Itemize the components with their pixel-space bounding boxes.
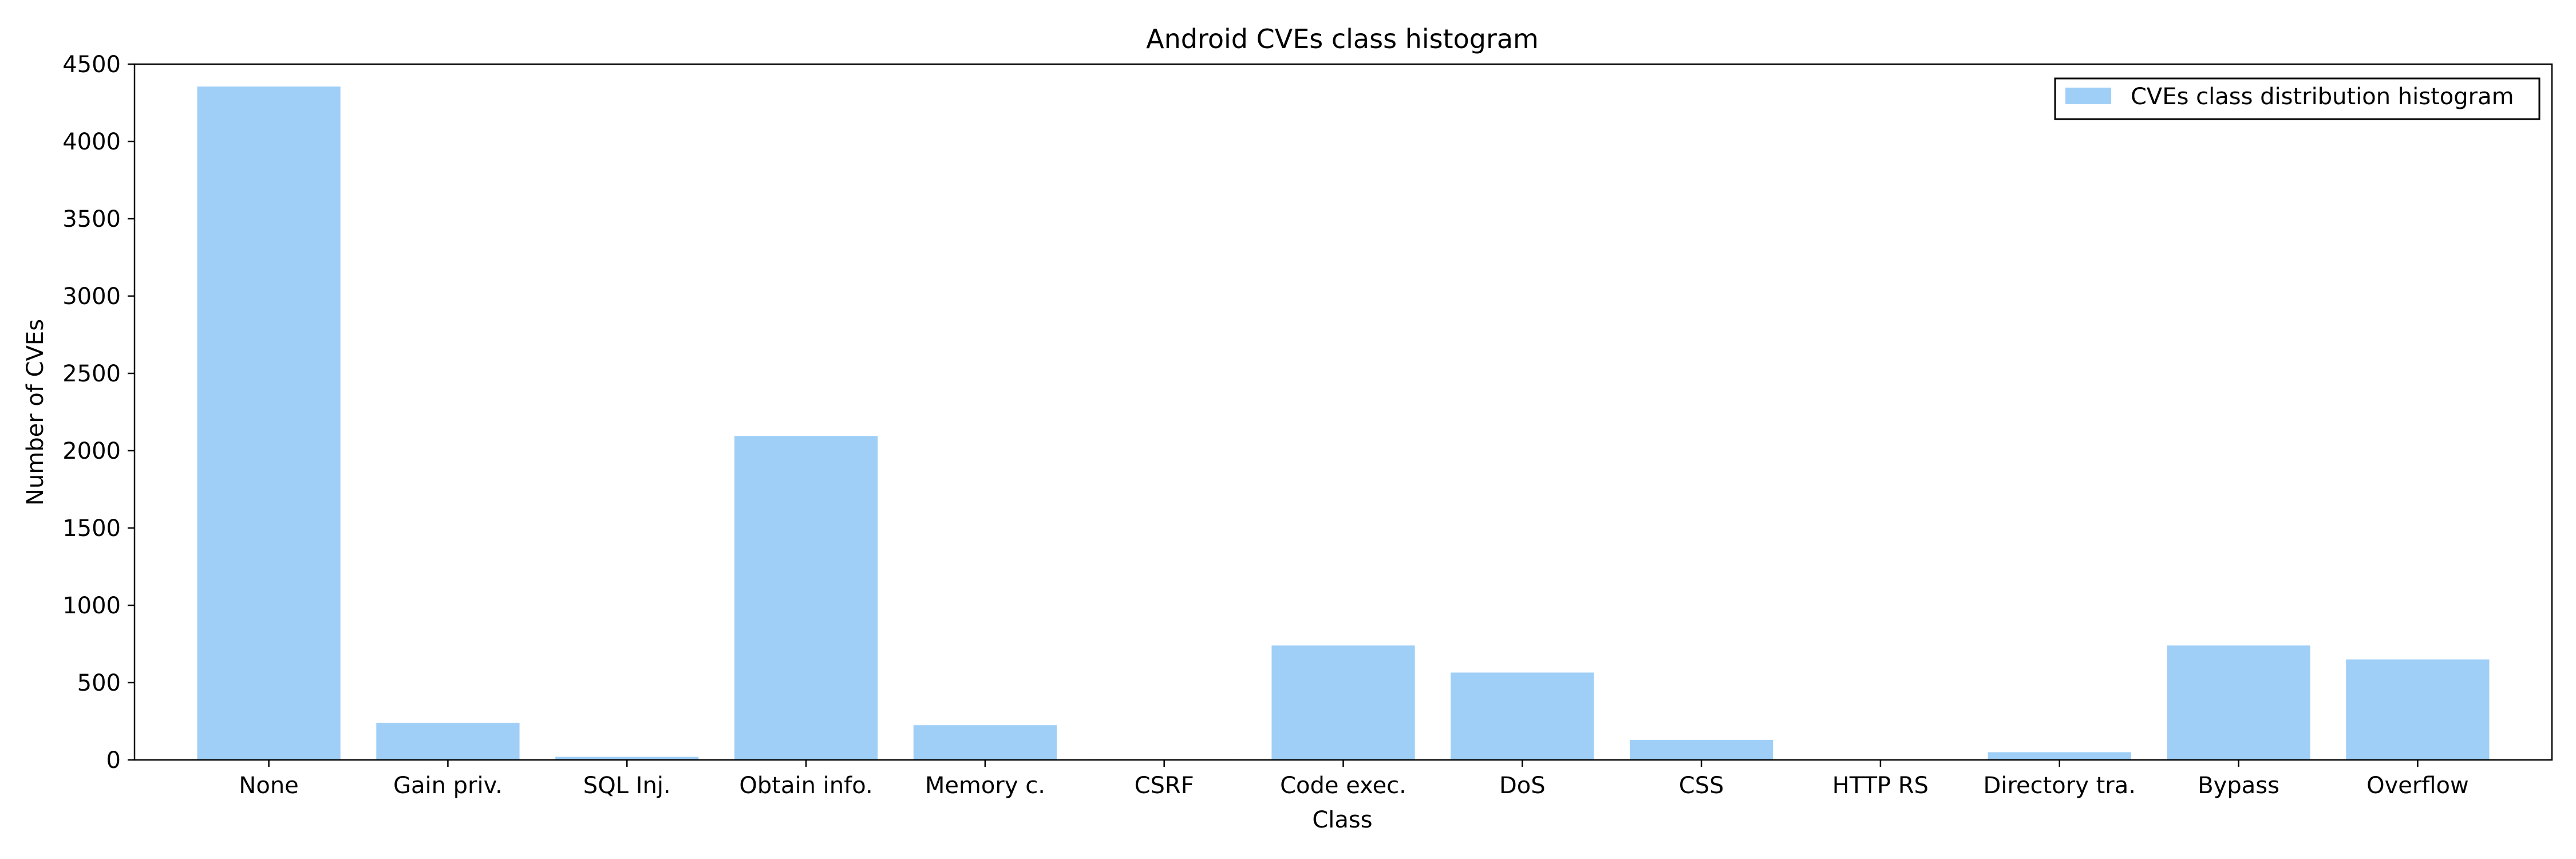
x-tick-label: None xyxy=(239,773,298,799)
x-tick-label: Bypass xyxy=(2198,773,2279,799)
y-tick-label: 2000 xyxy=(62,438,121,464)
y-tick-label: 4500 xyxy=(62,52,121,78)
bar-sql-inj xyxy=(555,756,699,760)
y-tick-label: 2500 xyxy=(62,361,121,387)
x-axis: None Gain priv. SQL Inj. Obtain info. Memory… xyxy=(239,760,2469,799)
x-tick-label: Overflow xyxy=(2366,773,2469,799)
y-tick-label: 3000 xyxy=(62,283,121,310)
bar-overflow xyxy=(2346,659,2490,760)
y-axis-label: Number of CVEs xyxy=(22,319,49,506)
y-tick-label: 3500 xyxy=(62,206,121,233)
x-tick-label: SQL Inj. xyxy=(583,773,671,799)
x-tick-label: HTTP RS xyxy=(1832,773,1929,799)
y-tick-label: 1000 xyxy=(62,593,121,619)
bar-dos xyxy=(1451,672,1594,760)
bar-none xyxy=(197,86,341,760)
x-tick-label: Code exec. xyxy=(1280,773,1406,799)
y-tick-label: 500 xyxy=(77,670,121,696)
x-tick-label: CSS xyxy=(1679,773,1724,799)
x-axis-label: Class xyxy=(1312,807,1372,833)
x-tick-label: Gain priv. xyxy=(393,773,503,799)
y-axis: 0 500 1000 1500 2000 2500 3000 3500 4000 4500 xyxy=(62,52,135,774)
legend-swatch xyxy=(2065,88,2111,104)
x-tick-label: Obtain info. xyxy=(739,773,872,799)
bar-code-exec xyxy=(1271,645,1415,760)
legend-frame xyxy=(2054,77,2541,120)
bars-layer xyxy=(197,86,2490,760)
legend: CVEs class distribution histogram xyxy=(2054,77,2541,120)
bar-css xyxy=(1630,739,1773,760)
y-tick-label: 0 xyxy=(106,747,121,774)
bar-memory-c xyxy=(913,725,1057,760)
y-tick-label: 1500 xyxy=(62,515,121,542)
bar-bypass xyxy=(2167,645,2310,760)
chart-title: Android CVEs class histogram xyxy=(1146,23,1539,54)
bar-obtain-info xyxy=(734,436,878,760)
x-tick-label: Memory c. xyxy=(925,773,1045,799)
bar-directory-tra xyxy=(1988,752,2131,760)
y-tick-label: 4000 xyxy=(62,129,121,155)
bar-gain-priv xyxy=(376,723,520,760)
x-tick-label: CSRF xyxy=(1135,773,1194,799)
x-tick-label: Directory tra. xyxy=(1984,773,2136,799)
x-tick-label: DoS xyxy=(1499,773,1546,799)
legend-label: CVEs class distribution histogram xyxy=(2131,84,2514,110)
